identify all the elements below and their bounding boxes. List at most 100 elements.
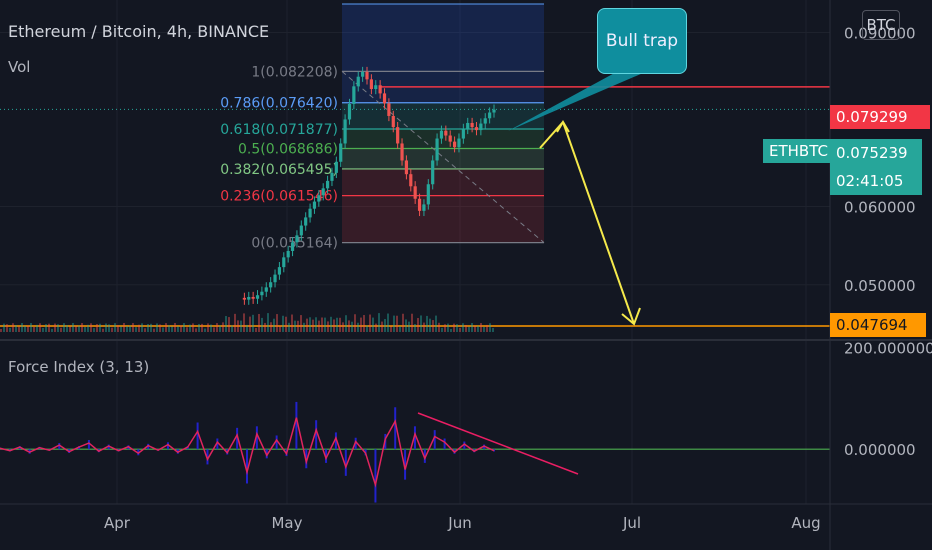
volume-bar [426,315,428,332]
volume-bar [219,325,221,332]
candle-body [255,295,260,299]
candle-body [404,160,409,175]
candle-body [321,188,325,196]
arrow-down-head [621,307,641,326]
fib-extension-zone [342,4,544,72]
volume-bar [321,317,323,332]
volume-bar [330,316,332,332]
currency-button[interactable]: BTC [862,10,900,40]
volume-bar [465,324,467,332]
volume-bar [66,325,68,332]
volume-bar [366,325,368,332]
volume-bar [60,327,62,332]
x-tick-label: Apr [104,514,131,532]
volume-bar [111,327,113,332]
volume-bar [345,315,347,332]
volume-bar [42,327,44,332]
volume-bar [300,315,302,332]
arrow-up-segment [539,121,564,149]
volume-bar [318,320,320,332]
volume-bar [3,323,5,332]
candle-body [382,93,387,104]
volume-bar [102,328,104,332]
volume-bar [129,325,131,332]
volume-bar [273,318,275,332]
volume-bar [204,328,206,332]
fib-zone [342,168,544,196]
volume-bar [15,324,17,332]
volume-bar [282,315,284,332]
volume-bar [138,324,140,332]
volume-bar [372,317,374,332]
force-index-pane [0,401,830,503]
candle-body [391,115,395,128]
callout-pointer [508,70,650,131]
candle-body [242,297,246,300]
candle-body [417,198,422,211]
volume-bar [231,325,233,332]
volume-bar [339,317,341,332]
candle-body [361,71,365,77]
force-index-label: Force Index (3, 13) [8,358,150,376]
volume-bar [45,324,47,332]
candle-body [444,130,448,136]
last-price-value: 0.075239 [836,144,908,162]
volume-bar [243,313,245,332]
fib-level-label: 0(0.055164) [251,236,338,252]
candle-body [277,267,282,275]
volume-bar [234,313,236,332]
bar-countdown: 02:41:05 [836,172,904,190]
volume-bar [135,327,137,332]
volume-bar [483,326,485,332]
candle-body [396,127,400,144]
volume-bar [264,322,266,332]
candle-body [365,71,369,80]
volume-bar [168,325,170,332]
volume-bar [291,314,293,332]
candle-body [426,184,430,205]
volume-bar [453,323,455,332]
y-tick-label: 0.000000 [844,441,916,459]
volume-bar [156,323,158,332]
volume-bar [324,317,326,332]
volume-bars [0,313,494,332]
volume-bar [78,325,80,332]
volume-bar [261,317,263,332]
volume-bar [210,324,212,332]
volume-bar [246,324,248,332]
volume-bar [252,314,254,332]
candle-body [282,257,286,268]
volume-bar [225,316,227,332]
volume-bar [171,326,173,332]
volume-bar [69,326,71,332]
volume-bar [384,319,386,332]
fib-level-label: 0.618(0.071877) [220,122,338,138]
candle-body [457,138,461,148]
candle-body [325,180,330,189]
volume-bar [57,324,59,332]
candle-body [479,123,483,131]
volume-bar [174,323,176,332]
volume-bar [270,322,272,332]
candle-body [488,112,492,119]
candle-body [264,287,268,292]
volume-bar [228,317,230,332]
candle-body [273,274,277,283]
volume-bar [492,327,494,332]
volume-bar [414,324,416,332]
volume-bar [375,323,377,332]
volume-bar [399,326,401,332]
x-tick-label: Jun [447,514,471,532]
volume-bar [441,327,443,332]
volume-bar [429,318,431,332]
volume-bar [48,323,50,332]
volume-bar [402,313,404,332]
candle-body [312,201,317,209]
volume-bar [24,325,26,332]
volume-bar [81,323,83,332]
volume-bar [351,321,353,332]
candle-body [260,291,264,296]
volume-bar [480,323,482,332]
